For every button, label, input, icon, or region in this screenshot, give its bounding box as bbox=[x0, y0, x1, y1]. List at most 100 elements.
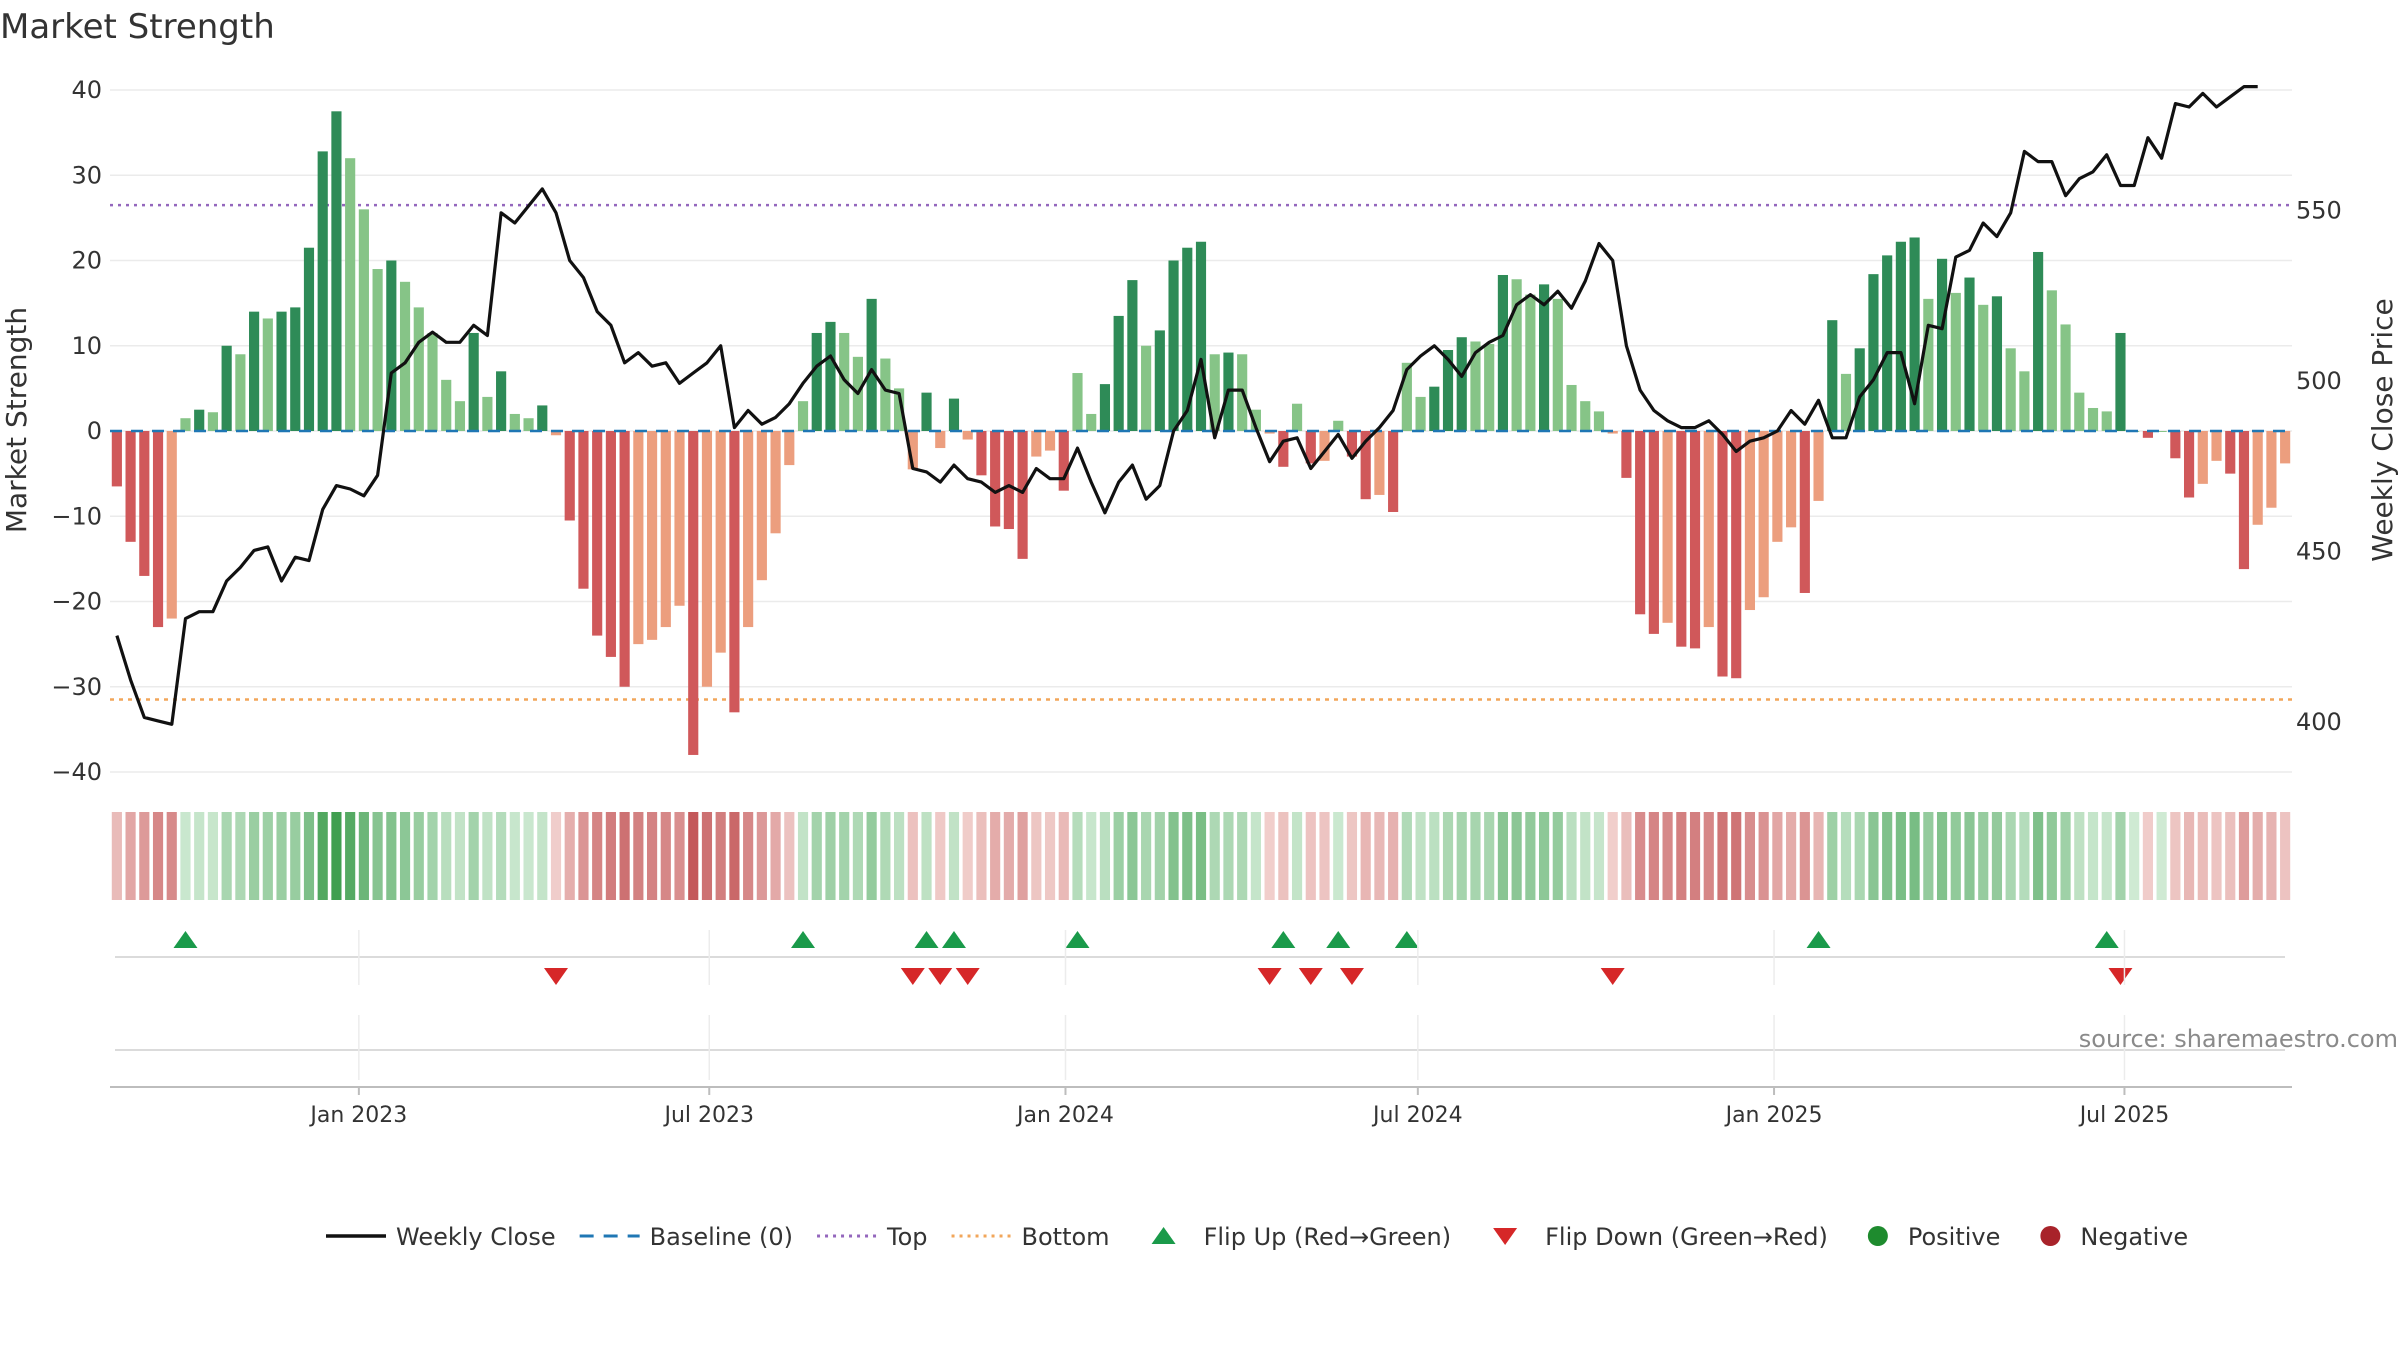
strength-bar bbox=[1964, 277, 1975, 431]
strength-bar bbox=[413, 307, 424, 431]
strength-bar bbox=[1731, 431, 1742, 679]
heat-cell bbox=[646, 812, 658, 900]
heat-cell bbox=[743, 812, 754, 900]
legend-label: Flip Up (Red→Green) bbox=[1204, 1223, 1452, 1251]
heat-cell bbox=[1127, 812, 1138, 900]
heat-cell bbox=[935, 812, 946, 900]
strength-bar bbox=[1648, 431, 1659, 634]
strength-bar bbox=[1621, 431, 1632, 478]
heat-cell bbox=[1593, 812, 1605, 900]
strength-bar bbox=[317, 151, 328, 431]
strength-bar bbox=[139, 431, 150, 576]
strength-bar bbox=[715, 431, 726, 653]
heat-cell bbox=[1086, 812, 1097, 900]
flip-down-marker bbox=[955, 968, 980, 985]
strength-bar bbox=[1717, 431, 1728, 677]
heat-cell bbox=[1758, 812, 1769, 900]
heat-cell bbox=[948, 812, 960, 900]
flip-up-marker bbox=[2094, 931, 2119, 948]
heat-cell bbox=[537, 812, 548, 900]
strength-bar bbox=[2156, 431, 2167, 432]
heat-cell bbox=[2197, 812, 2208, 900]
heat-cell bbox=[784, 812, 795, 900]
heat-cell bbox=[166, 812, 177, 900]
heat-cell bbox=[1141, 812, 1152, 900]
legend-label: Negative bbox=[2080, 1223, 2188, 1251]
strength-bar bbox=[1278, 431, 1289, 467]
flip-down-marker bbox=[2108, 968, 2133, 985]
legend-item-line: Weekly Close bbox=[326, 1223, 556, 1251]
strength-bar bbox=[2115, 332, 2126, 431]
heat-cell bbox=[235, 812, 246, 900]
heat-cell bbox=[1621, 812, 1632, 900]
flip-up-marker bbox=[1806, 931, 1831, 948]
heat-cell bbox=[1278, 812, 1289, 900]
strength-bar bbox=[221, 345, 232, 431]
heat-cell bbox=[496, 812, 507, 900]
strength-bar bbox=[701, 431, 713, 687]
strength-bar bbox=[2225, 431, 2236, 474]
flip-up-marker bbox=[791, 931, 816, 948]
strength-bar bbox=[427, 332, 438, 431]
heat-cell bbox=[1511, 812, 1522, 900]
heat-cell bbox=[303, 812, 315, 900]
heat-cell bbox=[1607, 812, 1618, 900]
strength-bar bbox=[1086, 413, 1097, 431]
heat-cell bbox=[372, 812, 383, 900]
heat-cell bbox=[1099, 812, 1111, 900]
flip-up-marker bbox=[1326, 931, 1351, 948]
heat-cell bbox=[1017, 812, 1028, 900]
legend-label: Weekly Close bbox=[396, 1223, 556, 1251]
heat-cell bbox=[880, 812, 891, 900]
strength-bar bbox=[331, 111, 342, 431]
flip-up-marker bbox=[1271, 931, 1296, 948]
y-tick-label: 40 bbox=[71, 76, 102, 104]
y-tick-label: 20 bbox=[71, 247, 102, 275]
strength-bar bbox=[729, 431, 740, 713]
strength-bar bbox=[1072, 373, 1083, 431]
heat-cell bbox=[894, 812, 905, 900]
flip-down-marker bbox=[1339, 968, 1364, 985]
strength-bar bbox=[825, 321, 836, 431]
heat-cell bbox=[1429, 812, 1440, 900]
strength-bar bbox=[496, 371, 507, 431]
flip-up-marker bbox=[941, 931, 966, 948]
y-axis-label: Market Strength bbox=[0, 307, 33, 533]
heat-cell bbox=[1840, 812, 1852, 900]
heat-cell bbox=[1648, 812, 1659, 900]
heat-cell bbox=[2266, 812, 2277, 900]
heat-cell bbox=[2156, 812, 2167, 900]
strength-bar bbox=[921, 392, 932, 431]
heat-cell bbox=[1333, 812, 1344, 900]
heat-cell bbox=[1058, 812, 1069, 900]
heat-cell bbox=[111, 812, 122, 900]
heat-cell bbox=[619, 812, 630, 900]
strength-bar bbox=[1813, 431, 1824, 501]
flip-down-marker bbox=[1600, 968, 1625, 985]
heat-cell bbox=[1291, 812, 1303, 900]
strength-bar bbox=[1593, 411, 1605, 431]
strength-bar bbox=[2280, 431, 2291, 464]
heat-cell bbox=[1552, 812, 1563, 900]
heat-cell bbox=[729, 812, 740, 900]
heat-cell bbox=[2101, 812, 2112, 900]
strength-bar bbox=[1484, 344, 1495, 431]
y2-tick-label: 500 bbox=[2296, 367, 2342, 395]
heat-cell bbox=[207, 812, 219, 900]
strength-bar bbox=[1195, 241, 1207, 431]
heat-cell bbox=[633, 812, 644, 900]
strength-bar bbox=[1936, 258, 1948, 431]
strength-bar bbox=[1456, 337, 1467, 431]
heat-cell bbox=[578, 812, 589, 900]
heat-cell bbox=[592, 812, 603, 900]
heat-cell bbox=[1209, 812, 1220, 900]
strength-bar bbox=[111, 431, 122, 487]
strength-bar bbox=[1291, 403, 1303, 431]
strength-bar bbox=[1415, 396, 1426, 431]
strength-bar bbox=[509, 413, 520, 431]
strength-bar bbox=[166, 431, 177, 619]
heat-cell bbox=[701, 812, 713, 900]
heat-cell bbox=[866, 812, 877, 900]
strength-bar bbox=[1497, 274, 1508, 431]
strength-bar bbox=[962, 431, 973, 440]
